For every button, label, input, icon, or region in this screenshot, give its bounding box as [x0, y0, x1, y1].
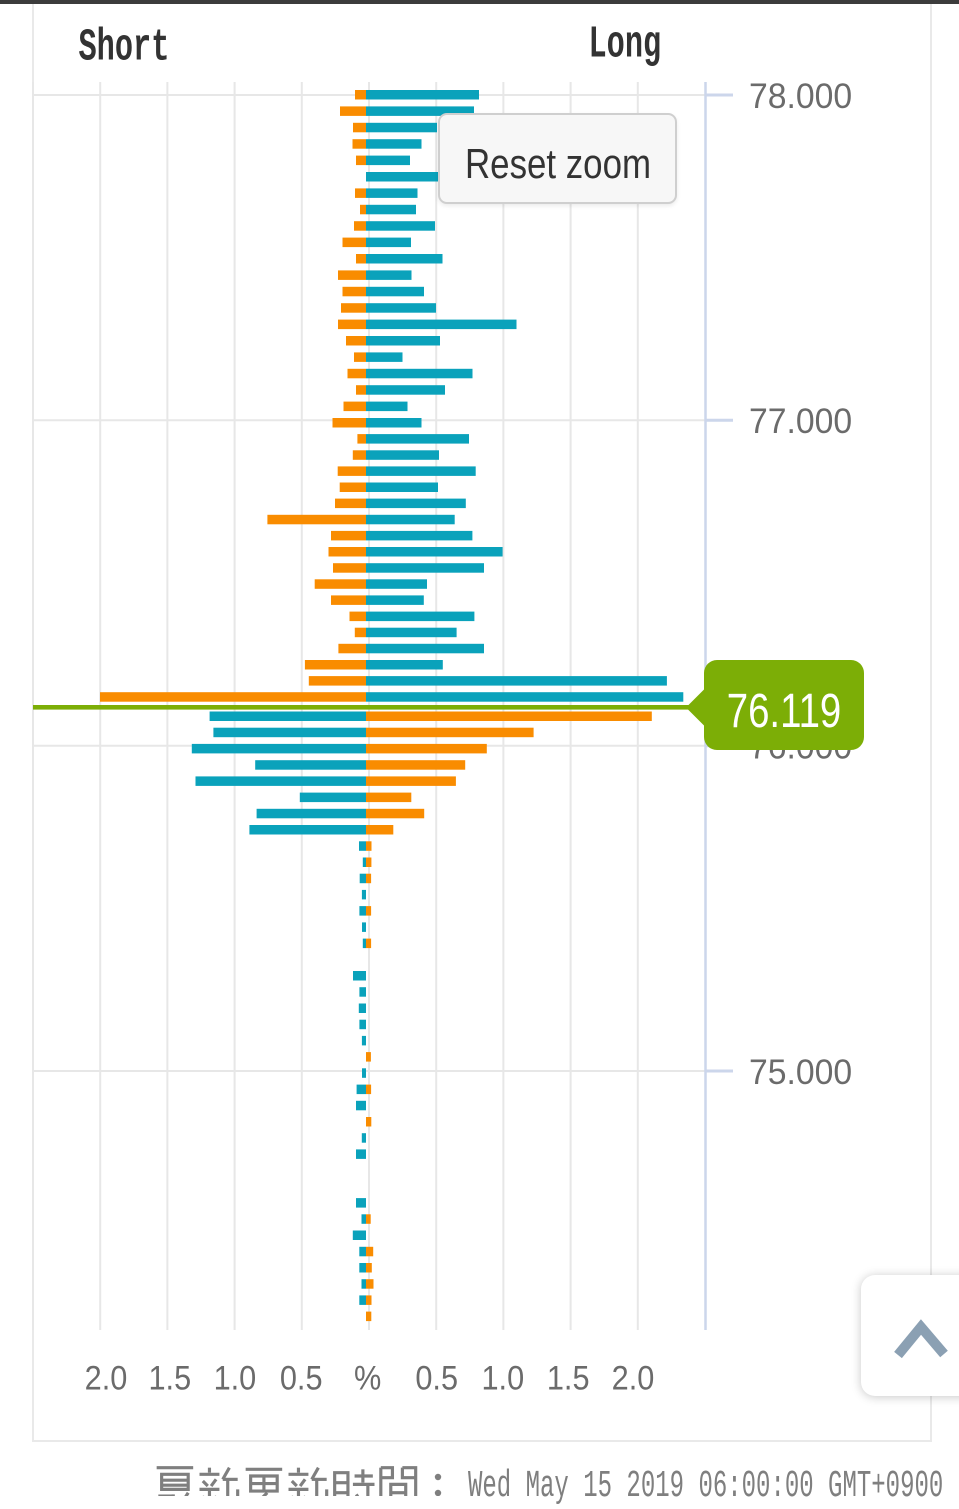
svg-text:0.5: 0.5 — [415, 1358, 458, 1397]
svg-text:2.0: 2.0 — [85, 1358, 128, 1397]
svg-text:0.5: 0.5 — [280, 1358, 323, 1397]
svg-text:75.000: 75.000 — [749, 1053, 852, 1092]
svg-text:78.000: 78.000 — [749, 77, 852, 116]
svg-text:%: % — [354, 1358, 381, 1397]
svg-text:76.119: 76.119 — [727, 685, 842, 738]
svg-text:1.5: 1.5 — [547, 1358, 590, 1397]
svg-text:Long: Long — [589, 19, 662, 71]
svg-text:1.5: 1.5 — [148, 1358, 191, 1397]
svg-text:Short: Short — [79, 22, 170, 74]
svg-text:1.0: 1.0 — [214, 1358, 257, 1397]
svg-text:77.000: 77.000 — [749, 402, 852, 441]
svg-text:1.0: 1.0 — [481, 1358, 524, 1397]
svg-text:2.0: 2.0 — [612, 1358, 655, 1397]
